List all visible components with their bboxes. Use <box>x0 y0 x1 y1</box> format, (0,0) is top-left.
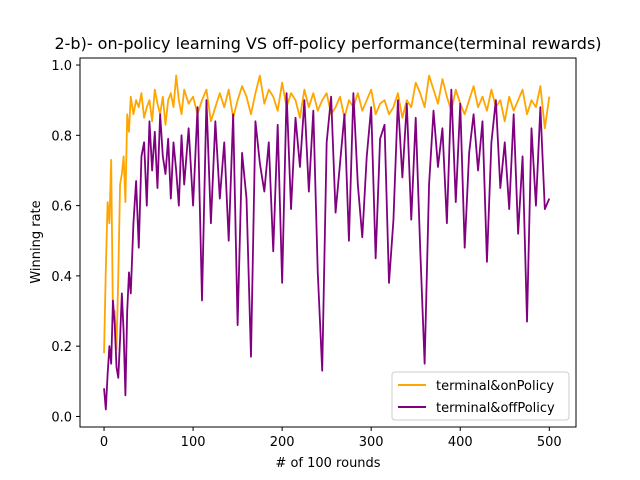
y-tick-label: 0.2 <box>51 340 72 355</box>
x-tick-label: 0 <box>100 435 108 450</box>
x-tick-label: 100 <box>181 435 206 450</box>
y-tick-label: 0.4 <box>51 270 72 285</box>
legend-label-onpolicy: terminal&onPolicy <box>436 379 554 394</box>
x-tick-label: 500 <box>537 435 562 450</box>
plot-frame <box>79 57 577 428</box>
legend-box <box>391 371 570 421</box>
legend: terminal&onPolicy terminal&offPolicy <box>391 371 570 421</box>
x-tick-label: 400 <box>448 435 473 450</box>
legend-label-offpolicy: terminal&offPolicy <box>436 401 555 416</box>
y-tick-label: 0.0 <box>51 410 72 425</box>
x-tick-label: 300 <box>359 435 384 450</box>
series-line-terminal-offpolicy <box>103 88 551 411</box>
x-axis-label: # of 100 rounds <box>275 456 380 471</box>
y-axis: 0.0 0.2 0.4 0.6 0.8 1.0 <box>51 59 80 425</box>
y-axis-label: Winning rate <box>29 200 44 283</box>
chart-title: 2-b)- on-policy learning VS off-policy p… <box>54 34 601 53</box>
series-line-terminal-onpolicy <box>103 74 551 354</box>
x-tick-label: 200 <box>270 435 295 450</box>
y-tick-label: 0.6 <box>51 200 72 215</box>
y-tick-label: 1.0 <box>51 59 72 74</box>
plot-lines <box>103 74 551 411</box>
y-tick-label: 0.8 <box>51 129 72 144</box>
x-axis: 0 100 200 300 400 500 <box>100 427 562 450</box>
